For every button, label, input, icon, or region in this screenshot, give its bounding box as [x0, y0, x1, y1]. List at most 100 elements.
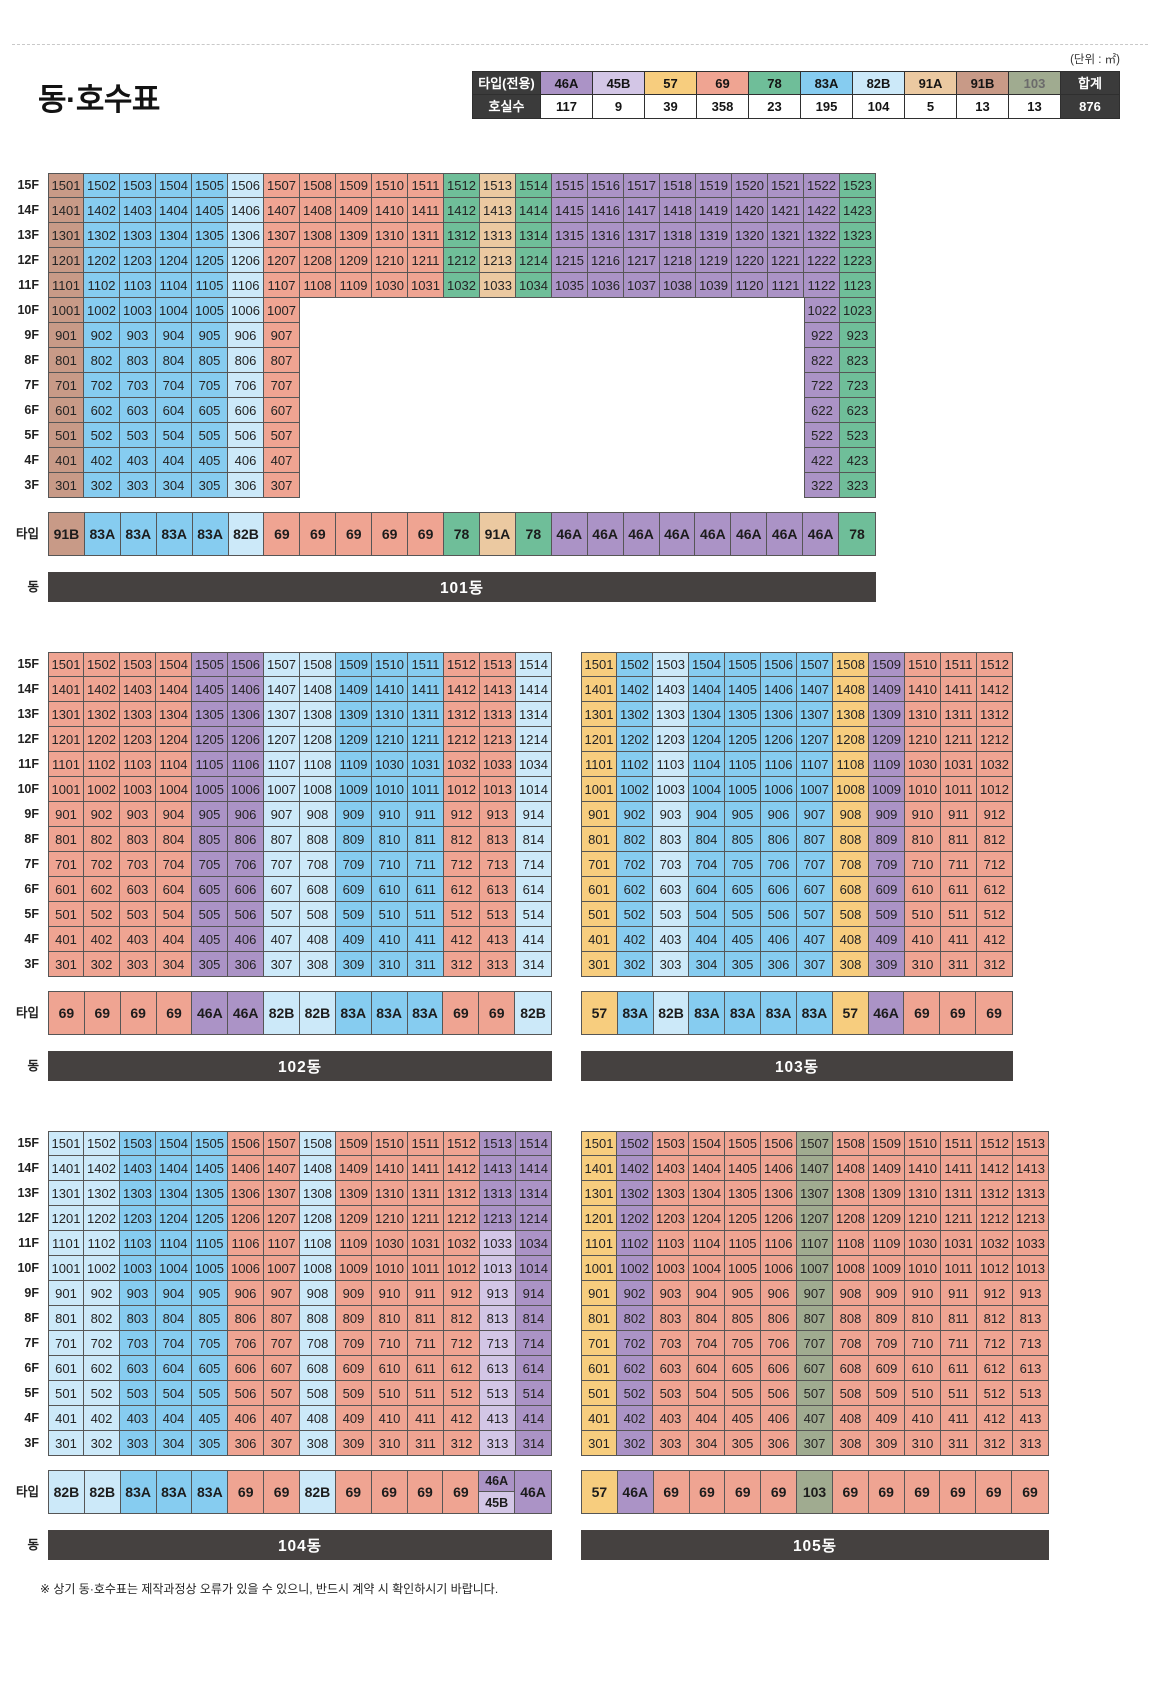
unit-cell: 1320 — [732, 223, 768, 248]
unit-cell: 609 — [869, 877, 905, 902]
unit-cell: 907 — [797, 802, 833, 827]
unit-cell: 410 — [905, 1406, 941, 1431]
unit-cell: 806 — [228, 1306, 264, 1331]
unit-cell: 313 — [480, 952, 516, 977]
unit-cell: 701 — [581, 1331, 617, 1356]
type-cell-82B: 82B — [228, 513, 265, 555]
unit-cell: 411 — [941, 927, 977, 952]
unit-cell: 710 — [905, 1331, 941, 1356]
unit-cell: 614 — [516, 1356, 552, 1381]
unit-cell: 1218 — [660, 248, 696, 273]
unit-cell: 1211 — [408, 1206, 444, 1231]
unit-cell: 1502 — [84, 652, 120, 677]
unit-cell: 908 — [833, 1281, 869, 1306]
unit-cell: 1109 — [336, 752, 372, 777]
unit-cell: 303 — [653, 952, 689, 977]
unit-cell: 407 — [264, 927, 300, 952]
unit-cell: 1407 — [797, 1156, 833, 1181]
floor-label-8F: 8F — [24, 832, 39, 846]
section-1: 15F 14F 13F 12F 11F 10F 9F 8F 7F 6F 5F 4F 3F 타입 동 1501 1… — [4, 173, 1160, 602]
type-row-label: 타입 — [15, 1485, 39, 1499]
unit-cell: 607 — [264, 398, 300, 423]
legend-type-91A: 91A — [905, 72, 957, 95]
empty-cell — [444, 398, 480, 423]
unit-cell: 503 — [653, 1381, 689, 1406]
unit-cell: 1502 — [84, 173, 120, 198]
type-cell-69: 69 — [832, 1471, 869, 1513]
unit-cell: 1205 — [725, 1206, 761, 1231]
unit-cell: 1038 — [660, 273, 696, 298]
type-row-102: 69 69 69 69 46A 46A 82B 82B 83A 83A 83A 69 69 82B — [48, 991, 552, 1035]
unit-cell: 703 — [120, 373, 156, 398]
unit-cell: 1511 — [941, 652, 977, 677]
empty-cell — [300, 348, 336, 373]
unit-cell: 503 — [120, 423, 156, 448]
unit-cell: 1006 — [761, 777, 797, 802]
unit-cell: 608 — [300, 877, 336, 902]
empty-cell — [696, 298, 732, 323]
empty-cell — [696, 448, 732, 473]
unit-cell: 604 — [156, 398, 192, 423]
unit-cell: 1108 — [300, 752, 336, 777]
empty-cell — [336, 423, 372, 448]
floor-label-12F: 12F — [17, 1211, 39, 1225]
empty-cell — [732, 473, 768, 498]
unit-cell: 902 — [617, 802, 653, 827]
unit-cell: 1004 — [156, 777, 192, 802]
unit-cell: 1032 — [977, 1231, 1013, 1256]
unit-cell: 1030 — [905, 1231, 941, 1256]
unit-cell: 706 — [228, 373, 264, 398]
empty-cell — [732, 448, 768, 473]
unit-cell: 1510 — [905, 652, 941, 677]
unit-cell: 401 — [48, 1406, 84, 1431]
unit-cell: 603 — [120, 877, 156, 902]
unit-cell: 303 — [653, 1431, 689, 1456]
type-cell-57: 57 — [582, 992, 618, 1034]
unit-cell: 510 — [372, 902, 408, 927]
unit-cell: 1220 — [732, 248, 768, 273]
unit-cell: 1203 — [120, 248, 156, 273]
unit-cell: 604 — [689, 1356, 725, 1381]
empty-cell — [588, 298, 624, 323]
unit-cell: 808 — [300, 827, 336, 852]
unit-cell: 709 — [869, 852, 905, 877]
unit-cell: 1411 — [941, 1156, 977, 1181]
unit-cell: 1216 — [588, 248, 624, 273]
unit-cell: 1102 — [84, 1231, 120, 1256]
unit-cell: 403 — [120, 927, 156, 952]
unit-cell: 805 — [725, 827, 761, 852]
type-cell-69: 69 — [336, 513, 373, 555]
unit-cell: 1031 — [941, 1231, 977, 1256]
floor-label-3F: 3F — [24, 478, 39, 492]
unit-cell: 1502 — [617, 652, 653, 677]
empty-cell — [480, 423, 516, 448]
unit-cell: 310 — [372, 952, 408, 977]
building-104: 1501 1502 1503 1504 1505 1506 1507 1508 1509 1510… — [48, 1131, 552, 1560]
unit-cell: 302 — [84, 952, 120, 977]
unit-cell: 702 — [617, 1331, 653, 1356]
unit-cell: 404 — [689, 1406, 725, 1431]
unit-cell: 812 — [444, 1306, 480, 1331]
unit-cell: 1413 — [480, 677, 516, 702]
unit-cell: 1209 — [336, 1206, 372, 1231]
unit-cell: 1404 — [689, 1156, 725, 1181]
unit-cell: 1314 — [516, 1181, 552, 1206]
unit-cell: 1409 — [869, 1156, 905, 1181]
unit-cell: 402 — [617, 1406, 653, 1431]
empty-cell — [624, 373, 660, 398]
unit-cell: 806 — [761, 827, 797, 852]
unit-cell: 1004 — [689, 777, 725, 802]
unit-cell: 806 — [761, 1306, 797, 1331]
unit-cell: 1213 — [480, 727, 516, 752]
unit-cell: 1412 — [977, 1156, 1013, 1181]
unit-cell: 1306 — [761, 702, 797, 727]
unit-cell: 1207 — [264, 248, 300, 273]
type-cell-69: 69 — [120, 992, 157, 1034]
unit-cell: 907 — [264, 802, 300, 827]
unit-cell: 1109 — [336, 1231, 372, 1256]
unit-cell: 907 — [797, 1281, 833, 1306]
unit-cell: 509 — [869, 1381, 905, 1406]
unit-cell: 1404 — [689, 677, 725, 702]
unit-cell: 1107 — [264, 752, 300, 777]
unit-cell: 1011 — [941, 777, 977, 802]
